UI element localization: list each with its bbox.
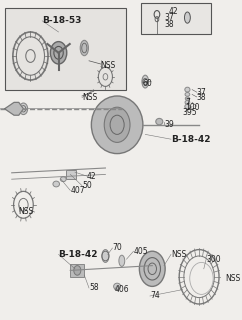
Circle shape: [139, 251, 165, 286]
Ellipse shape: [185, 100, 190, 105]
Text: 38: 38: [164, 20, 174, 28]
Text: 395: 395: [183, 108, 197, 117]
Ellipse shape: [91, 96, 143, 154]
Text: NSS: NSS: [171, 250, 186, 259]
Ellipse shape: [185, 92, 190, 96]
Text: B-18-42: B-18-42: [59, 250, 98, 259]
Text: 39: 39: [164, 120, 174, 129]
Text: 42: 42: [87, 172, 96, 180]
Circle shape: [50, 42, 67, 64]
Text: 58: 58: [89, 284, 99, 292]
Text: 60: 60: [143, 79, 153, 88]
Text: 300: 300: [206, 255, 221, 264]
Text: 38: 38: [197, 93, 206, 102]
Circle shape: [19, 103, 28, 115]
Text: B-18-53: B-18-53: [42, 16, 82, 25]
Text: 37: 37: [197, 88, 206, 97]
Text: NSS: NSS: [101, 61, 116, 70]
Text: B-18-42: B-18-42: [171, 135, 211, 144]
Ellipse shape: [142, 75, 149, 88]
Text: 37: 37: [164, 13, 174, 22]
Bar: [66, 170, 76, 179]
Ellipse shape: [113, 283, 121, 290]
Text: 74: 74: [150, 292, 160, 300]
Polygon shape: [5, 102, 23, 115]
Ellipse shape: [185, 87, 190, 92]
Ellipse shape: [60, 177, 66, 182]
Text: NSS: NSS: [82, 93, 97, 102]
Text: 407: 407: [70, 186, 85, 195]
Ellipse shape: [184, 12, 190, 23]
Text: NSS: NSS: [19, 207, 34, 216]
Ellipse shape: [80, 40, 88, 56]
Text: 50: 50: [82, 181, 92, 190]
Text: 42: 42: [169, 7, 178, 16]
Text: 100: 100: [185, 103, 200, 112]
Ellipse shape: [102, 250, 109, 262]
Ellipse shape: [53, 181, 60, 187]
Text: 7: 7: [185, 98, 190, 107]
Text: NSS: NSS: [225, 274, 240, 283]
Ellipse shape: [119, 255, 125, 266]
Text: 405: 405: [134, 247, 148, 256]
Ellipse shape: [185, 97, 189, 100]
Ellipse shape: [67, 171, 74, 178]
Circle shape: [104, 107, 130, 142]
Ellipse shape: [156, 118, 163, 125]
Bar: [141, 3, 211, 34]
Bar: [70, 264, 84, 277]
Ellipse shape: [185, 104, 190, 109]
Text: 70: 70: [113, 244, 122, 252]
Bar: [5, 8, 127, 90]
Circle shape: [74, 266, 81, 275]
Text: 406: 406: [115, 285, 129, 294]
